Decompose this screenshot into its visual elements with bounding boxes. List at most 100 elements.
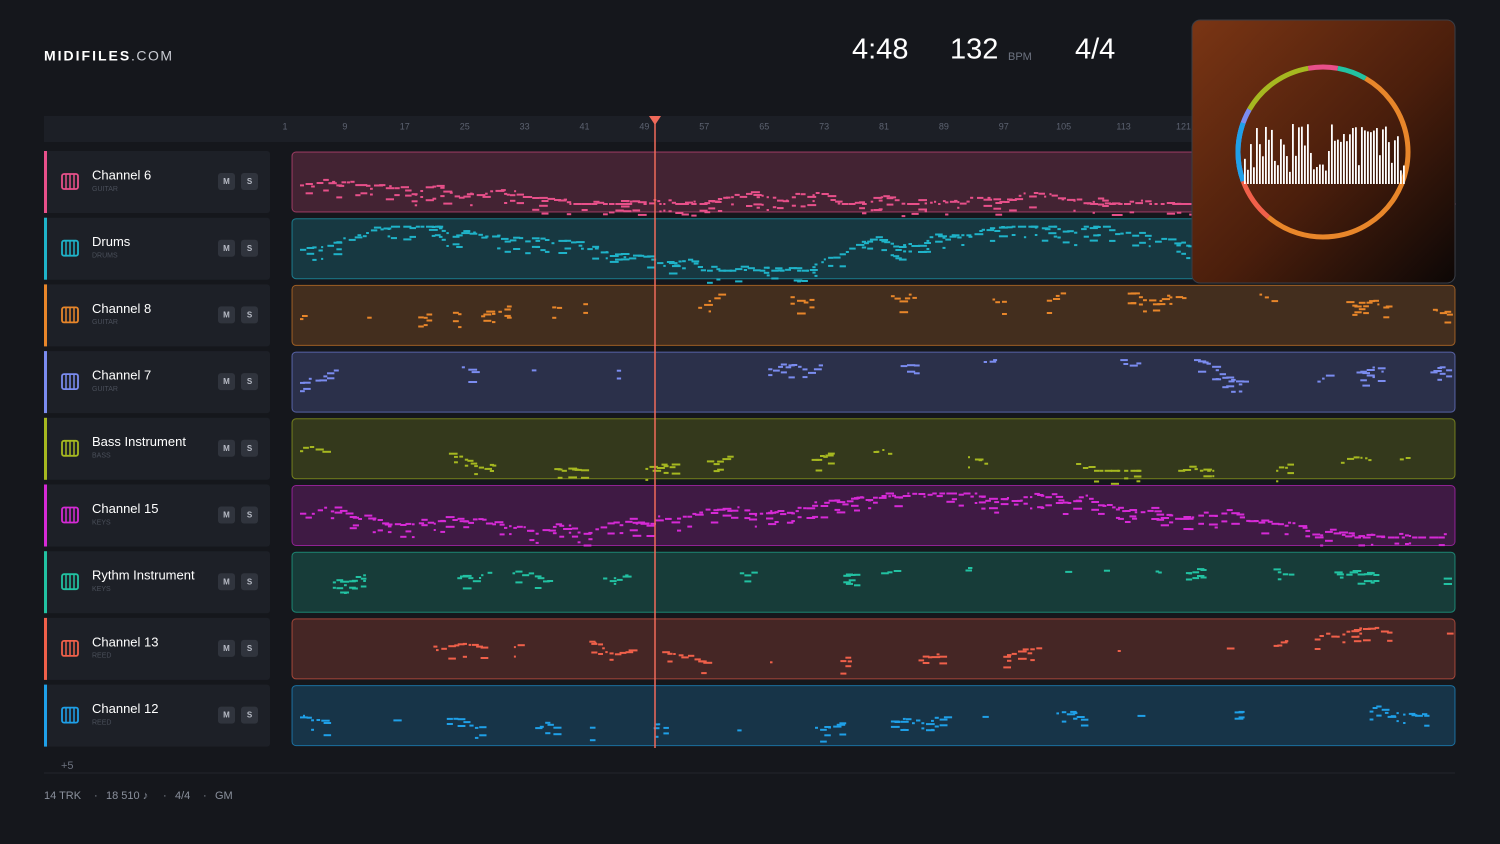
track-header[interactable] [44, 151, 270, 213]
note [1357, 573, 1366, 576]
note [1086, 202, 1090, 205]
note [1305, 529, 1311, 532]
note [440, 519, 446, 522]
note [1034, 492, 1040, 495]
ruler-label: 25 [460, 121, 470, 131]
note [1160, 203, 1165, 205]
mute-button[interactable] [218, 306, 235, 324]
track-header[interactable] [44, 617, 270, 680]
note [583, 303, 588, 306]
note [1030, 496, 1033, 499]
note [354, 236, 363, 239]
note [939, 655, 948, 658]
note [1446, 369, 1453, 372]
note [1080, 724, 1089, 727]
track-icon [61, 173, 79, 190]
note [563, 528, 573, 530]
note [1192, 571, 1200, 574]
note [1376, 705, 1382, 708]
note [1044, 228, 1051, 231]
wave-bar [1355, 127, 1357, 184]
wave-bar [1316, 167, 1318, 184]
track-header[interactable] [44, 417, 270, 480]
note [1182, 297, 1187, 300]
mute-button[interactable] [218, 373, 235, 391]
note [485, 235, 489, 238]
solo-label: S [247, 311, 253, 320]
track-header[interactable] [44, 484, 270, 547]
note [902, 717, 906, 720]
ring-segment [1247, 65, 1309, 111]
note [860, 496, 864, 499]
track-header[interactable] [44, 351, 270, 414]
note [327, 244, 334, 247]
ruler-label: 121 [1176, 121, 1191, 131]
track-instrument: GUITAR [92, 386, 118, 393]
note [878, 208, 883, 211]
solo-button[interactable] [241, 639, 258, 657]
solo-label: S [247, 644, 253, 653]
note [800, 193, 806, 196]
note [957, 201, 960, 204]
solo-button[interactable] [241, 173, 258, 190]
note [1346, 301, 1355, 304]
note [785, 268, 791, 271]
note [311, 719, 314, 722]
note [890, 254, 894, 257]
track-header[interactable] [44, 217, 270, 280]
track-header[interactable] [44, 684, 270, 747]
solo-button[interactable] [241, 239, 258, 257]
note [568, 524, 572, 527]
note [890, 196, 897, 199]
note [554, 199, 561, 201]
note [306, 252, 315, 255]
wave-bar [1361, 127, 1363, 184]
note [1348, 532, 1355, 535]
note [1137, 714, 1146, 717]
note [602, 647, 605, 650]
solo-label: S [247, 577, 253, 586]
solo-button[interactable] [241, 439, 258, 457]
note [704, 202, 711, 205]
solo-button[interactable] [241, 306, 258, 324]
mute-button[interactable] [218, 706, 235, 724]
solo-button[interactable] [241, 573, 258, 591]
note [1412, 536, 1418, 539]
track-name: Channel 6 [92, 167, 151, 182]
note [1167, 294, 1171, 297]
note [806, 507, 816, 510]
note [1443, 577, 1452, 580]
note [987, 196, 991, 199]
note [509, 239, 517, 242]
note [710, 512, 719, 514]
solo-button[interactable] [241, 706, 258, 724]
wave-bar [1352, 128, 1354, 184]
mute-button[interactable] [218, 506, 235, 524]
mute-button[interactable] [218, 639, 235, 657]
note [894, 721, 901, 723]
track-name: Channel 13 [92, 634, 159, 649]
note [464, 458, 469, 461]
note [1075, 499, 1082, 502]
mute-button[interactable] [218, 239, 235, 257]
note [330, 510, 335, 513]
note [699, 203, 708, 205]
note [470, 192, 473, 195]
mute-button[interactable] [218, 573, 235, 591]
mute-button[interactable] [218, 173, 235, 190]
solo-button[interactable] [241, 506, 258, 524]
note [815, 726, 818, 729]
note [803, 507, 807, 510]
solo-button[interactable] [241, 373, 258, 391]
mute-button[interactable] [218, 439, 235, 457]
track-header[interactable] [44, 284, 270, 347]
note [978, 501, 986, 504]
note [827, 195, 837, 198]
note [994, 230, 1001, 232]
track-header[interactable] [44, 551, 270, 614]
note [951, 234, 955, 237]
note [864, 203, 867, 205]
note [924, 210, 927, 213]
note [1258, 521, 1266, 524]
